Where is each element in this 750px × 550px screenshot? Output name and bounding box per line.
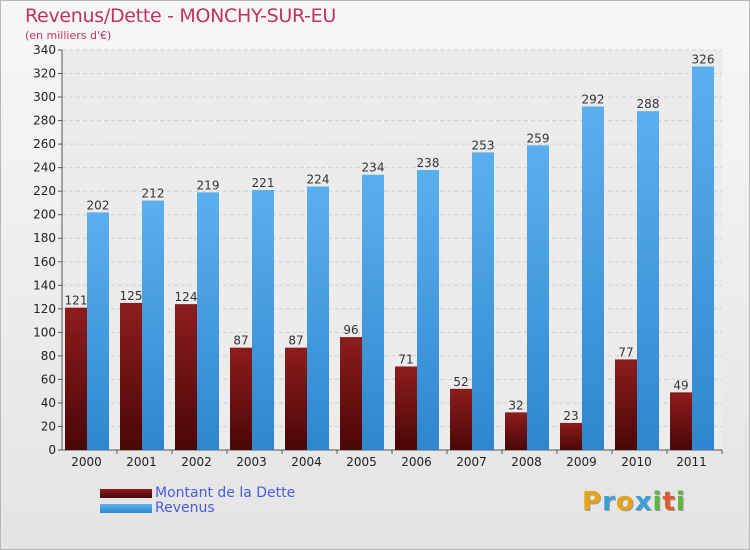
bar-dette xyxy=(395,366,417,450)
data-label: 121 xyxy=(65,294,88,308)
x-tick-label: 2008 xyxy=(511,455,542,469)
plot-area xyxy=(62,50,722,450)
bar-revenus xyxy=(142,200,164,450)
bar-revenus xyxy=(252,190,274,450)
data-label: 238 xyxy=(417,156,440,170)
data-label: 259 xyxy=(527,131,550,145)
legend-swatch-revenus xyxy=(100,504,152,513)
y-tick-label: 60 xyxy=(41,372,56,386)
data-label: 212 xyxy=(142,187,165,201)
y-tick-label: 180 xyxy=(33,231,56,245)
bar-revenus xyxy=(417,170,439,450)
x-tick-label: 2005 xyxy=(346,455,377,469)
bar-revenus xyxy=(527,145,549,450)
data-label: 96 xyxy=(343,323,358,337)
y-tick-label: 0 xyxy=(48,443,56,457)
data-label: 253 xyxy=(472,138,495,152)
data-label: 224 xyxy=(307,172,330,186)
x-tick-label: 2006 xyxy=(401,455,432,469)
bar-revenus xyxy=(307,186,329,450)
data-label: 52 xyxy=(453,375,468,389)
logo-letter: r xyxy=(602,487,616,517)
y-tick-label: 120 xyxy=(33,302,56,316)
x-tick-label: 2001 xyxy=(126,455,157,469)
data-label: 124 xyxy=(175,290,198,304)
chart-subtitle: (en milliers d'€) xyxy=(25,29,112,42)
y-tick-label: 280 xyxy=(33,114,56,128)
data-label: 125 xyxy=(120,289,143,303)
data-label: 326 xyxy=(692,52,715,66)
bar-dette xyxy=(285,347,307,450)
x-tick-label: 2002 xyxy=(181,455,212,469)
proxiti-logo: Proxiti xyxy=(582,487,686,517)
data-label: 234 xyxy=(362,161,385,175)
bar-dette xyxy=(340,337,362,450)
data-label: 71 xyxy=(398,352,413,366)
y-tick-label: 260 xyxy=(33,137,56,151)
logo-letter: t xyxy=(662,487,676,517)
y-tick-label: 240 xyxy=(33,161,56,175)
y-tick-label: 80 xyxy=(41,349,56,363)
bar-dette xyxy=(230,347,252,450)
y-tick-label: 140 xyxy=(33,278,56,292)
data-label: 77 xyxy=(618,345,633,359)
data-label: 87 xyxy=(288,334,303,348)
bar-dette xyxy=(175,304,197,450)
bar-revenus xyxy=(472,152,494,450)
logo-letter: x xyxy=(634,487,653,517)
logo-letter: P xyxy=(582,487,603,517)
bar-dette xyxy=(560,422,582,450)
data-label: 288 xyxy=(637,97,660,111)
legend-label-revenus: Revenus xyxy=(155,500,215,516)
bar-revenus xyxy=(582,106,604,451)
y-tick-label: 100 xyxy=(33,325,56,339)
bar-dette xyxy=(615,359,637,450)
bar-revenus xyxy=(362,174,384,451)
data-label: 49 xyxy=(673,378,688,392)
legend-swatch-dette xyxy=(100,489,152,498)
bar-dette xyxy=(670,392,692,450)
y-tick-label: 200 xyxy=(33,208,56,222)
y-tick-label: 40 xyxy=(41,396,56,410)
y-tick-label: 340 xyxy=(33,43,56,57)
data-label: 292 xyxy=(582,92,605,106)
data-label: 32 xyxy=(508,398,523,412)
data-label: 219 xyxy=(197,178,220,192)
x-tick-label: 2004 xyxy=(291,455,322,469)
logo-letter: i xyxy=(675,487,686,517)
logo-letter: i xyxy=(652,487,663,517)
x-tick-label: 2007 xyxy=(456,455,487,469)
y-tick-label: 160 xyxy=(33,255,56,269)
data-label: 87 xyxy=(233,334,248,348)
y-tick-label: 20 xyxy=(41,419,56,433)
data-label: 221 xyxy=(252,176,275,190)
bar-dette xyxy=(120,302,142,450)
y-tick-label: 220 xyxy=(33,184,56,198)
x-tick-label: 2010 xyxy=(621,455,652,469)
y-tick-label: 320 xyxy=(33,67,56,81)
bar-revenus xyxy=(87,212,109,450)
bar-revenus xyxy=(692,66,714,451)
bar-revenus xyxy=(197,192,219,450)
data-label: 23 xyxy=(563,409,578,423)
y-tick-label: 300 xyxy=(33,90,56,104)
bar-revenus xyxy=(637,111,659,451)
x-tick-label: 2009 xyxy=(566,455,597,469)
x-tick-label: 2011 xyxy=(676,455,707,469)
logo-letter: o xyxy=(615,487,635,517)
bar-dette xyxy=(505,412,527,450)
chart-title: Revenus/Dette - MONCHY-SUR-EU xyxy=(25,5,336,27)
x-tick-label: 2000 xyxy=(71,455,102,469)
bar-dette xyxy=(65,307,87,450)
bar-dette xyxy=(450,388,472,450)
x-tick-label: 2003 xyxy=(236,455,267,469)
legend-label-dette: Montant de la Dette xyxy=(155,485,296,501)
data-label: 202 xyxy=(87,198,110,212)
